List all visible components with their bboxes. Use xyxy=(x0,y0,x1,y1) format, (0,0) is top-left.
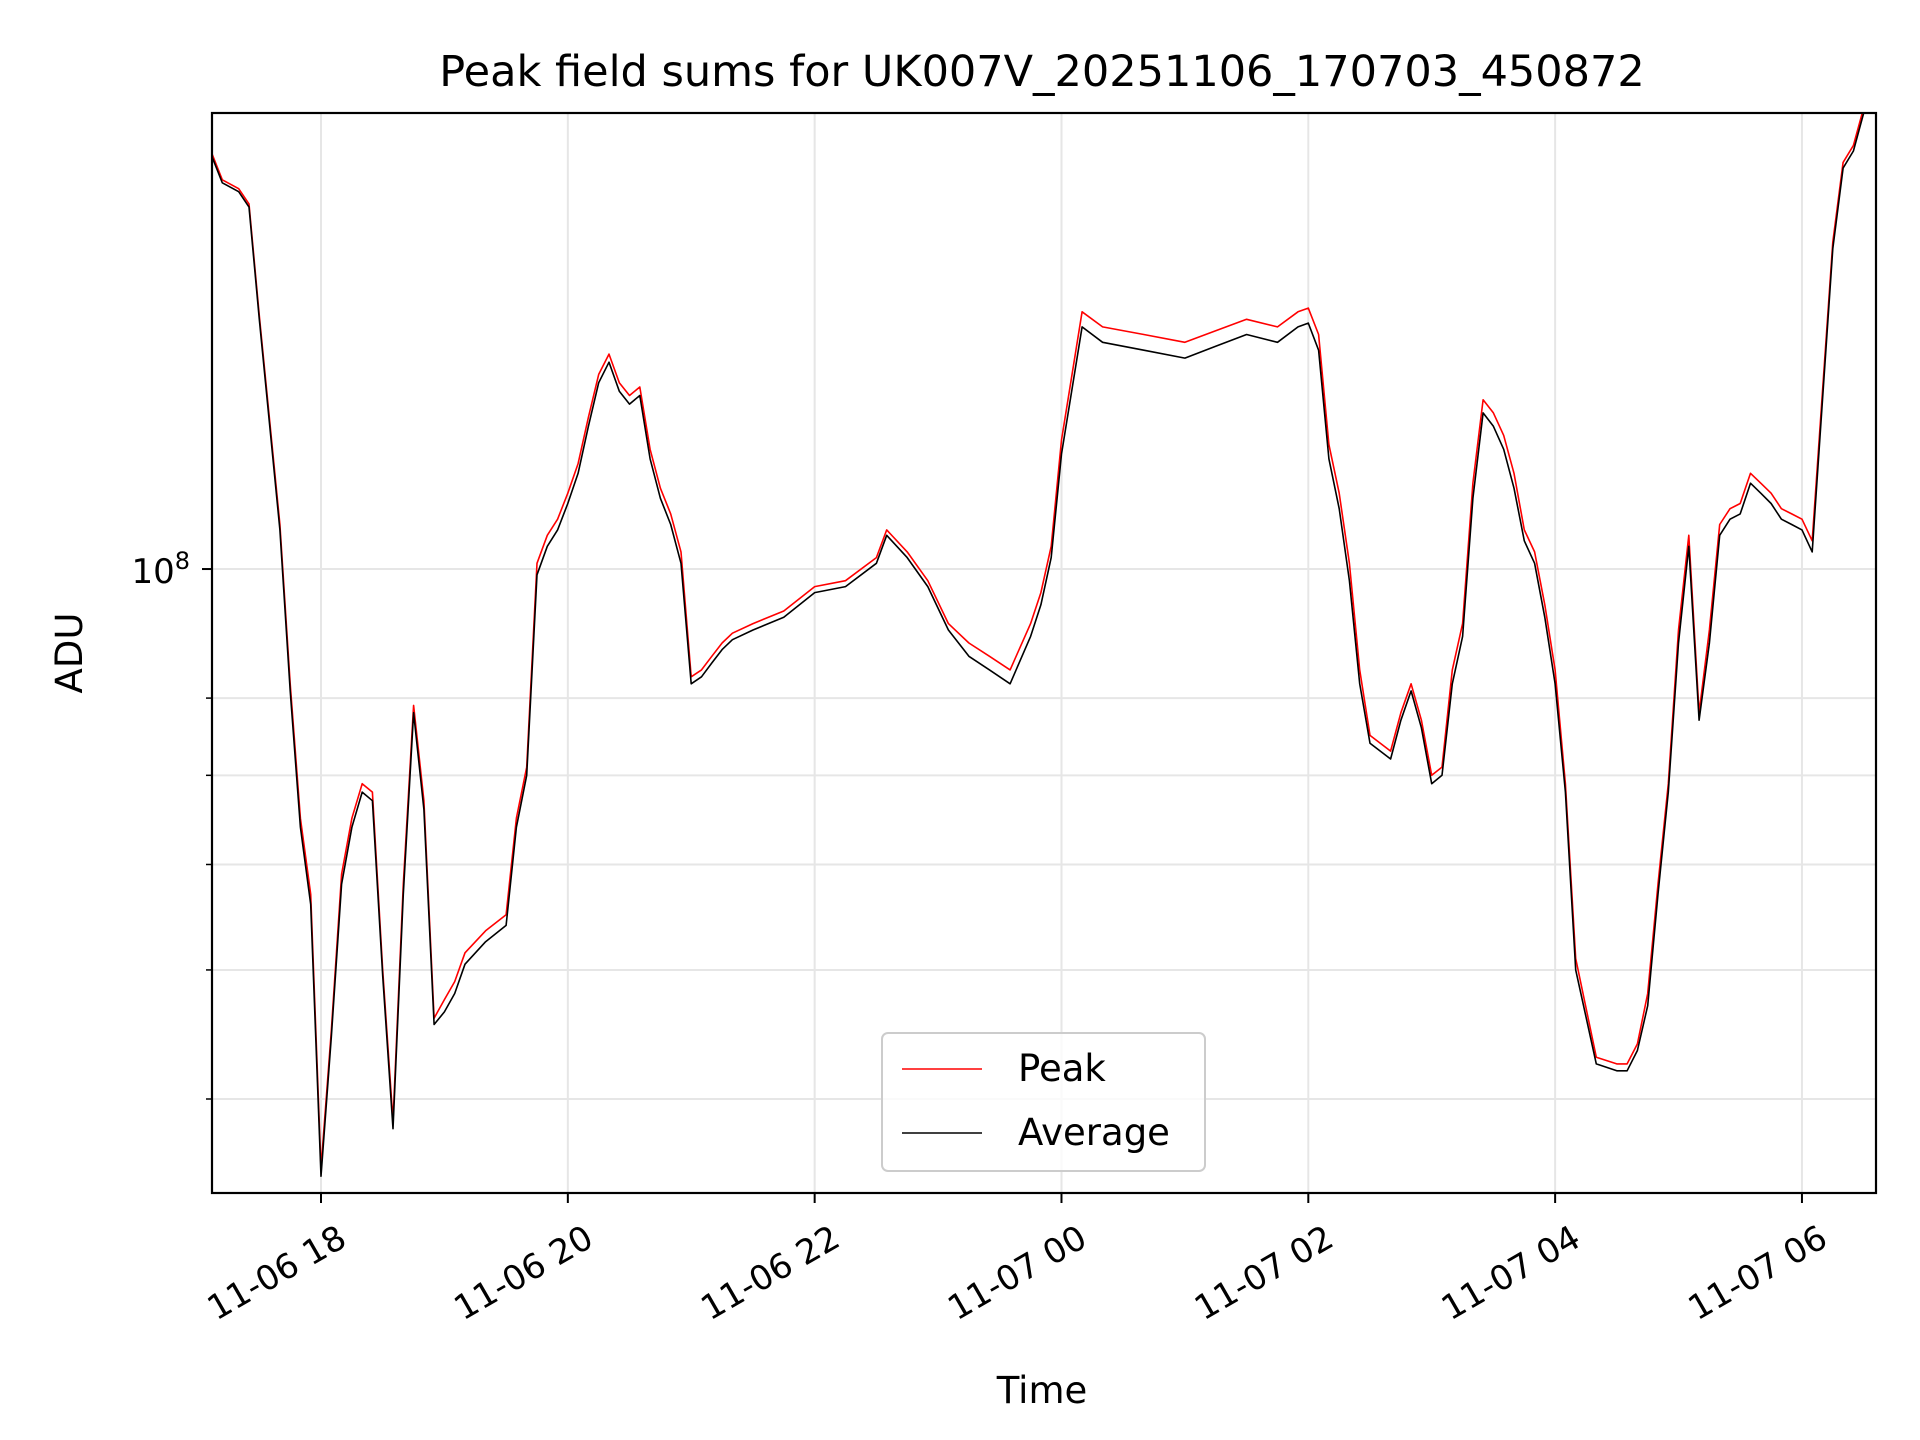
legend-label-average: Average xyxy=(1018,1111,1170,1154)
y-axis-label: ADU xyxy=(48,613,91,694)
series-line-peak xyxy=(212,113,1864,1169)
chart-title: Peak field sums for UK007V_20251106_1707… xyxy=(439,47,1644,97)
legend-label-peak: Peak xyxy=(1018,1047,1106,1090)
plot-frame xyxy=(210,111,1878,1195)
series-line-average xyxy=(212,113,1866,1177)
legend: Peak Average xyxy=(881,1032,1206,1172)
grid xyxy=(212,113,1876,1193)
x-axis-label: Time xyxy=(996,1369,1088,1412)
y-ticks: 108 xyxy=(131,547,212,1100)
series-layer xyxy=(212,113,1866,1177)
legend-box xyxy=(881,1032,1206,1172)
y-tick-label: 108 xyxy=(131,547,190,592)
